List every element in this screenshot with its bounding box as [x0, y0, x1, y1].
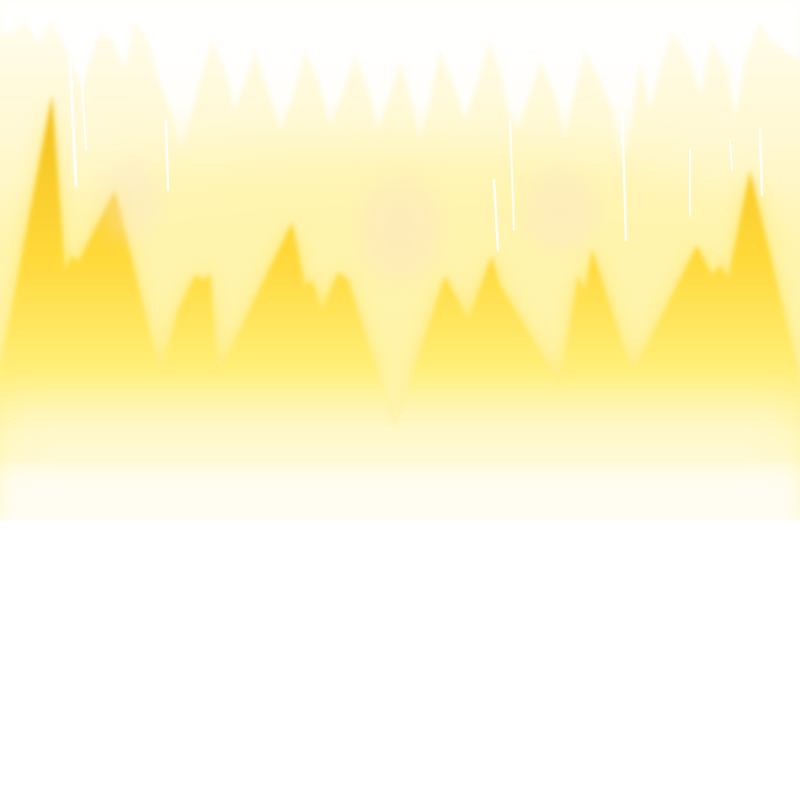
- white-streaks: [68, 58, 764, 252]
- lower-white: [0, 520, 800, 800]
- lower-fade: [0, 470, 800, 550]
- top-drips: [0, 0, 800, 170]
- pink-haze: [100, 160, 595, 280]
